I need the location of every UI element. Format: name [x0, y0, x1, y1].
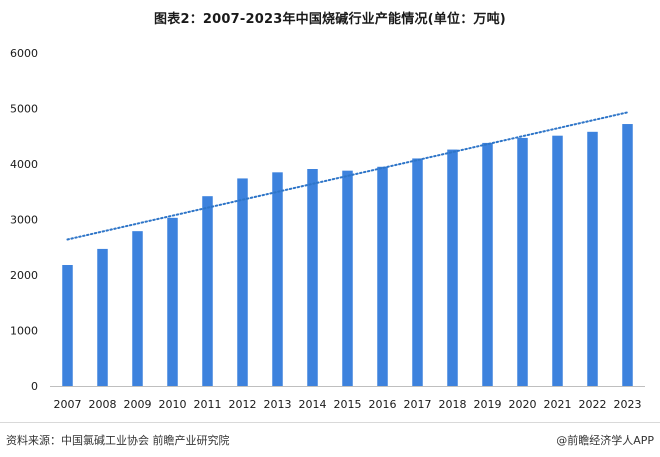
- brand-credit: @前瞻经济学人APP: [556, 434, 654, 447]
- bar: [342, 170, 353, 386]
- y-tick-label: 6000: [10, 47, 38, 60]
- chart-title: 图表2：2007-2023年中国烧碱行业产能情况(单位：万吨): [154, 12, 506, 27]
- x-tick-label: 2017: [404, 398, 432, 411]
- bar: [272, 172, 283, 386]
- x-tick-label: 2010: [159, 398, 187, 411]
- bar: [167, 217, 178, 386]
- bar: [622, 124, 633, 386]
- y-tick-label: 5000: [10, 103, 38, 116]
- bar: [307, 169, 318, 386]
- x-tick-label: 2015: [334, 398, 362, 411]
- x-tick-label: 2020: [509, 398, 537, 411]
- x-tick-label: 2022: [579, 398, 607, 411]
- y-tick-label: 1000: [10, 325, 38, 338]
- trendline: [66, 111, 629, 241]
- bar: [202, 196, 213, 386]
- x-tick-label: 2008: [89, 398, 117, 411]
- y-axis-ticks: 0 1000 2000 3000 4000 5000 6000: [10, 47, 38, 393]
- footer: 资料来源：中国氯碱工业协会 前瞻产业研究院 @前瞻经济学人APP: [0, 422, 660, 457]
- y-tick-label: 3000: [10, 214, 38, 227]
- x-tick-label: 2007: [54, 398, 82, 411]
- bar: [97, 248, 108, 386]
- bar: [447, 149, 458, 386]
- source-note: 资料来源：中国氯碱工业协会 前瞻产业研究院: [6, 434, 230, 447]
- bar: [62, 265, 73, 386]
- bar: [237, 178, 248, 386]
- y-tick-label: 4000: [10, 158, 38, 171]
- x-tick-label: 2009: [124, 398, 152, 411]
- bar: [412, 158, 423, 386]
- bar: [482, 142, 493, 386]
- bar: [517, 137, 528, 386]
- bar: [377, 166, 388, 386]
- bar: [552, 135, 563, 386]
- x-tick-label: 2012: [229, 398, 257, 411]
- bar: [132, 231, 143, 386]
- x-tick-label: 2011: [194, 398, 222, 411]
- bar-series: [62, 124, 633, 386]
- y-tick-label: 0: [31, 380, 38, 393]
- x-tick-label: 2016: [369, 398, 397, 411]
- x-tick-label: 2014: [299, 398, 327, 411]
- x-axis-ticks: 2007 2008 2009 2010 2011 2012 2013 2014 2015 2016…: [54, 398, 642, 411]
- x-tick-label: 2019: [474, 398, 502, 411]
- x-tick-label: 2021: [544, 398, 572, 411]
- y-tick-label: 2000: [10, 269, 38, 282]
- bar: [587, 131, 598, 386]
- x-tick-label: 2018: [439, 398, 467, 411]
- x-tick-label: 2023: [614, 398, 642, 411]
- x-tick-label: 2013: [264, 398, 292, 411]
